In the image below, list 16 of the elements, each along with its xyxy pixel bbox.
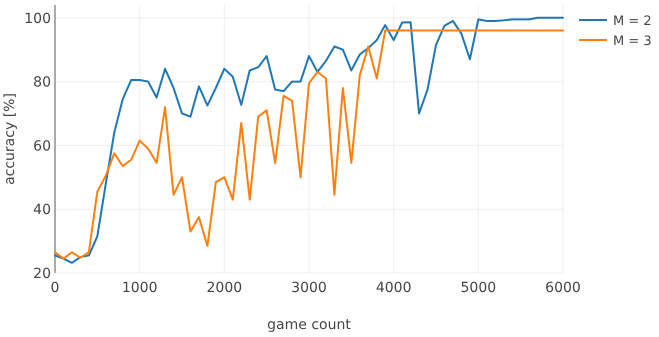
y-tick-label: 40 bbox=[33, 202, 51, 218]
legend-label: M = 3 bbox=[613, 34, 652, 49]
y-tick-label: 20 bbox=[33, 266, 51, 282]
y-axis-title: accuracy [%] bbox=[2, 93, 18, 185]
x-tick-label: 1000 bbox=[122, 280, 158, 296]
x-tick-label: 6000 bbox=[545, 280, 581, 296]
x-tick-label: 2000 bbox=[206, 280, 242, 296]
y-tick-label: 80 bbox=[33, 74, 51, 91]
y-tick-label: 100 bbox=[24, 10, 51, 27]
x-tick-label: 0 bbox=[50, 280, 60, 296]
y-tick-label: 60 bbox=[33, 138, 51, 154]
x-tick-label: 4000 bbox=[376, 280, 412, 296]
x-tick-label: 3000 bbox=[291, 280, 327, 296]
legend-label: M = 2 bbox=[613, 14, 652, 29]
x-axis-title: game count bbox=[267, 317, 352, 333]
x-tick-label: 5000 bbox=[460, 280, 496, 296]
